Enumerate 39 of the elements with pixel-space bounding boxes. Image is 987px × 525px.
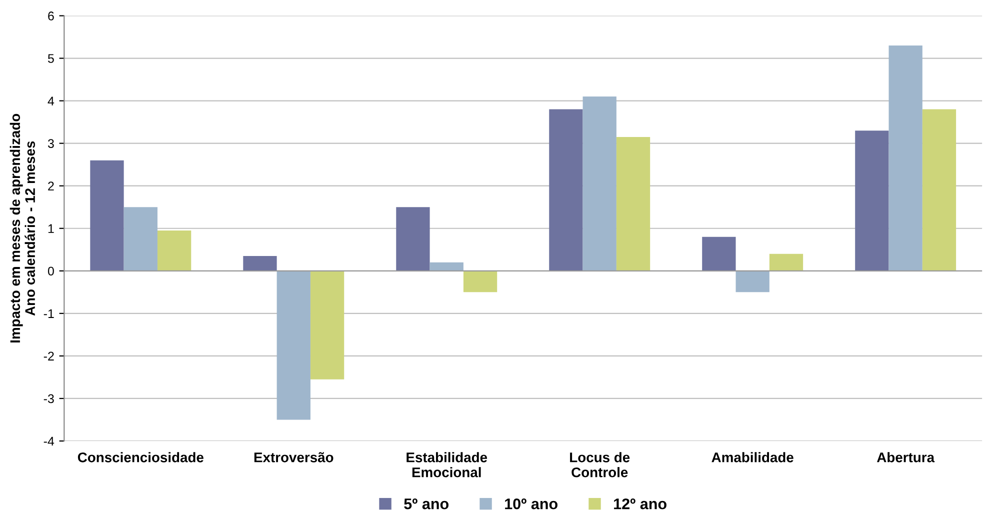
legend-label: 10º ano [505,498,558,510]
y-tick-label: 3 [48,139,54,148]
x-tick-label: Amabilidade [712,452,794,462]
bar [616,136,650,271]
y-tick-label: 2 [48,182,54,190]
bar [243,256,277,271]
bar [582,96,616,271]
x-tick-label: Extroversão [254,452,334,462]
bar [463,270,498,292]
y-tick-label: -3 [44,394,54,404]
bar [888,46,922,271]
y-tick-label: 4 [48,96,54,106]
legend-label: 12º ano [614,498,666,510]
x-tick-label: Abertura [876,452,935,462]
legend-label: 5º ano [404,498,448,510]
bar [549,109,583,271]
y-tick-label: -2 [44,352,54,360]
y-tick-label: -4 [44,436,54,446]
y-tick-label: 6 [48,12,54,20]
x-tick-label: Estabilidade Emocional [406,452,488,478]
x-tick-label: Locus de Controle [570,452,630,478]
bar [396,207,430,271]
bar [157,230,192,271]
y-tick-label: -1 [44,309,54,318]
y-tick-label: 5 [48,54,54,63]
bar [855,130,889,271]
bar [124,207,158,271]
x-tick-label: Conscienciosidade [78,452,204,462]
bar [702,236,736,271]
bar [276,270,310,420]
y-axis-title: Impacto em meses de aprendizado Ano calendário - 12 meses [10,114,36,342]
bar [430,262,464,271]
bar [769,254,804,271]
y-tick-label: 1 [48,224,54,233]
y-tick-label: 0 [48,266,54,276]
bar [922,109,956,271]
bar [90,160,124,271]
bar [310,270,344,380]
bar [736,270,770,292]
